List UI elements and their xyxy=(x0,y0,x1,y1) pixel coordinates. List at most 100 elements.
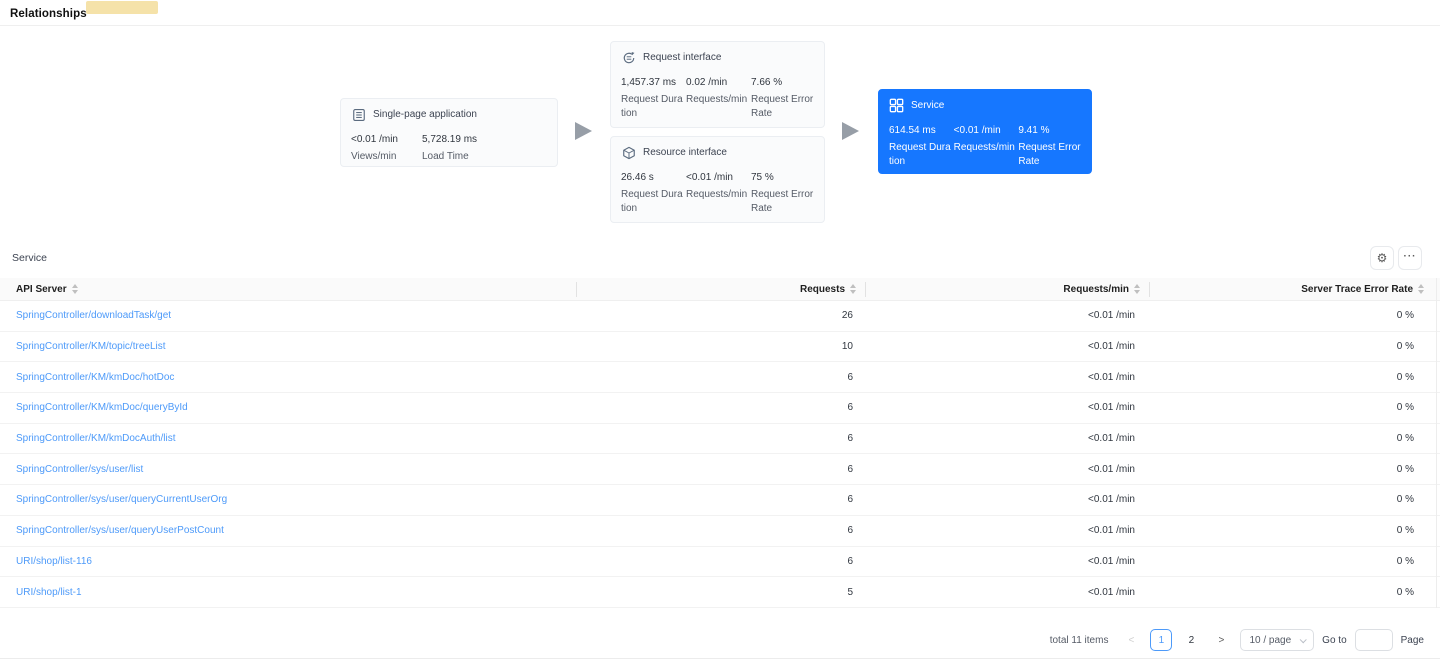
goto-label: Go to xyxy=(1322,634,1347,646)
node-title: Resource interface xyxy=(643,147,727,158)
requests-min-cell: <0.01 /min xyxy=(1088,555,1135,567)
highlight-artifact xyxy=(86,1,158,14)
api-server-link[interactable]: URI/shop/list-1 xyxy=(16,586,82,598)
metric-label: Views/min xyxy=(351,151,397,162)
service-section-header: Service ⚙ ··· xyxy=(0,237,1440,278)
table-body: SpringController/downloadTask/get 26 <0.… xyxy=(0,301,1440,608)
page-size-value: 10 / page xyxy=(1249,634,1292,646)
node-metric: 9.41 % Request Error Rate xyxy=(1018,124,1081,169)
error-rate-cell: 0 % xyxy=(1396,586,1414,598)
metric-label: Requests/min xyxy=(686,189,748,200)
metric-value: 5,728.19 ms xyxy=(422,134,478,145)
api-server-link[interactable]: SpringController/sys/user/list xyxy=(16,463,144,475)
node-metrics: <0.01 /min Views/min 5,728.19 ms Load Time xyxy=(351,133,547,164)
error-rate-cell: 0 % xyxy=(1396,402,1414,414)
page-title: Relationships xyxy=(10,8,87,20)
table-row: SpringController/sys/user/list 6 <0.01 /… xyxy=(0,454,1440,486)
requests-cell: 26 xyxy=(841,310,853,322)
goto-page-input[interactable] xyxy=(1354,629,1393,651)
api-server-link[interactable]: SpringController/sys/user/queryUserPostC… xyxy=(16,525,224,537)
metric-value: <0.01 /min xyxy=(953,125,1001,136)
node-single-page-application[interactable]: Single-page application <0.01 /min Views/… xyxy=(340,98,558,167)
sorter-icon[interactable] xyxy=(1418,284,1424,294)
sorter-icon[interactable] xyxy=(850,284,856,294)
metric-label: Request Duration xyxy=(889,142,951,167)
metric-value: 75 % xyxy=(751,172,774,183)
api-server-link[interactable]: SpringController/sys/user/queryCurrentUs… xyxy=(16,494,228,506)
node-metric: <0.01 /min Requests/min xyxy=(954,124,1017,169)
node-metrics: 26.46 s Request Duration <0.01 /min Request… xyxy=(621,171,814,216)
node-title: Request interface xyxy=(643,52,722,63)
api-server-link[interactable]: SpringController/downloadTask/get xyxy=(16,310,172,322)
requests-min-cell: <0.01 /min xyxy=(1088,402,1135,414)
metric-label: Request Error Rate xyxy=(751,94,814,119)
more-button[interactable]: ··· xyxy=(1398,245,1422,270)
requests-min-cell: <0.01 /min xyxy=(1088,494,1135,506)
api-server-link[interactable]: SpringController/KM/kmDoc/queryById xyxy=(16,402,188,414)
metric-label: Request Error Rate xyxy=(1018,142,1081,167)
error-rate-cell: 0 % xyxy=(1396,433,1414,445)
column-header-api-server[interactable]: API Server xyxy=(0,278,577,300)
pagination-total: total 11 items xyxy=(1049,634,1109,646)
settings-button[interactable]: ⚙ xyxy=(1370,245,1394,270)
node-metrics: 1,457.37 ms Request Duration 0.02 /min Requ… xyxy=(621,76,814,121)
metric-value: 7.66 % xyxy=(751,77,783,88)
ellipsis-icon: ··· xyxy=(1403,250,1417,262)
api-server-link[interactable]: SpringController/KM/topic/treeList xyxy=(16,341,166,353)
node-title: Service xyxy=(911,100,945,111)
requests-min-cell: <0.01 /min xyxy=(1088,525,1135,537)
requests-min-cell: <0.01 /min xyxy=(1088,463,1135,475)
page-button-1[interactable]: 1 xyxy=(1150,629,1173,651)
api-server-link[interactable]: SpringController/KM/kmDoc/hotDoc xyxy=(16,371,175,383)
table-row: SpringController/KM/topic/treeList 10 <0… xyxy=(0,332,1440,363)
flow-arrow-icon xyxy=(842,122,859,140)
table-row: SpringController/sys/user/queryUserPostC… xyxy=(0,516,1440,547)
prev-page-button[interactable]: < xyxy=(1128,634,1135,646)
table-row: SpringController/KM/kmDoc/queryById 6 <0… xyxy=(0,393,1440,424)
next-page-button[interactable]: > xyxy=(1218,634,1225,646)
node-resource-interface[interactable]: Resource interface 26.46 s Request Durati… xyxy=(610,136,825,223)
api-server-link[interactable]: SpringController/KM/kmDocAuth/list xyxy=(16,433,176,445)
node-metric: 5,728.19 ms Load Time xyxy=(422,133,484,164)
settings-icon: ⚙ xyxy=(1376,250,1388,265)
error-rate-cell: 0 % xyxy=(1396,555,1414,567)
document-icon xyxy=(351,107,366,122)
column-label: Server Trace Error Rate xyxy=(1301,283,1413,295)
node-request-interface[interactable]: Request interface 1,457.37 ms Request Dur… xyxy=(610,41,825,128)
node-service[interactable]: Service 614.54 ms Request Duration <0.01 /… xyxy=(878,89,1092,174)
column-header-error-rate[interactable]: Server Trace Error Rate xyxy=(1150,278,1436,300)
metric-value: 1,457.37 ms xyxy=(621,77,677,88)
node-metric: 26.46 s Request Duration xyxy=(621,171,684,216)
table-row: SpringController/sys/user/queryCurrentUs… xyxy=(0,485,1440,516)
node-title: Single-page application xyxy=(373,109,477,120)
relationship-topology: Single-page application <0.01 /min Views/… xyxy=(0,25,1440,237)
page-header: Relationships xyxy=(0,0,1440,25)
requests-min-cell: <0.01 /min xyxy=(1088,433,1135,445)
grid-icon xyxy=(889,98,904,113)
column-header-requests-min[interactable]: Requests/min xyxy=(866,278,1150,300)
column-header-requests[interactable]: Requests xyxy=(577,278,866,300)
sorter-icon[interactable] xyxy=(1134,284,1140,294)
requests-cell: 10 xyxy=(841,341,853,353)
table-header-row: API Server Requests Requests/min Server … xyxy=(0,278,1440,301)
node-metric: 614.54 ms Request Duration xyxy=(889,124,952,169)
sorter-icon[interactable] xyxy=(71,284,78,294)
error-rate-cell: 0 % xyxy=(1396,310,1414,322)
table-row: URI/shop/list-1 5 <0.01 /min 0 % xyxy=(0,577,1440,608)
error-rate-cell: 0 % xyxy=(1396,371,1414,383)
metric-value: <0.01 /min xyxy=(351,134,398,145)
metric-label: Requests/min xyxy=(686,94,748,105)
api-server-link[interactable]: URI/shop/list-116 xyxy=(16,555,92,567)
requests-min-cell: <0.01 /min xyxy=(1088,310,1135,322)
requests-cell: 6 xyxy=(847,463,853,475)
metric-label: Request Duration xyxy=(621,94,683,119)
node-metric: 7.66 % Request Error Rate xyxy=(751,76,814,121)
metric-value: 9.41 % xyxy=(1018,125,1050,136)
metric-value: 26.46 s xyxy=(621,172,654,183)
page-button-2[interactable]: 2 xyxy=(1188,634,1195,646)
requests-cell: 6 xyxy=(847,433,853,445)
node-metric: <0.01 /min Requests/min xyxy=(686,171,749,216)
page-size-select[interactable]: 10 / page xyxy=(1240,629,1315,651)
requests-cell: 6 xyxy=(847,494,853,506)
metric-label: Request Duration xyxy=(621,189,683,214)
